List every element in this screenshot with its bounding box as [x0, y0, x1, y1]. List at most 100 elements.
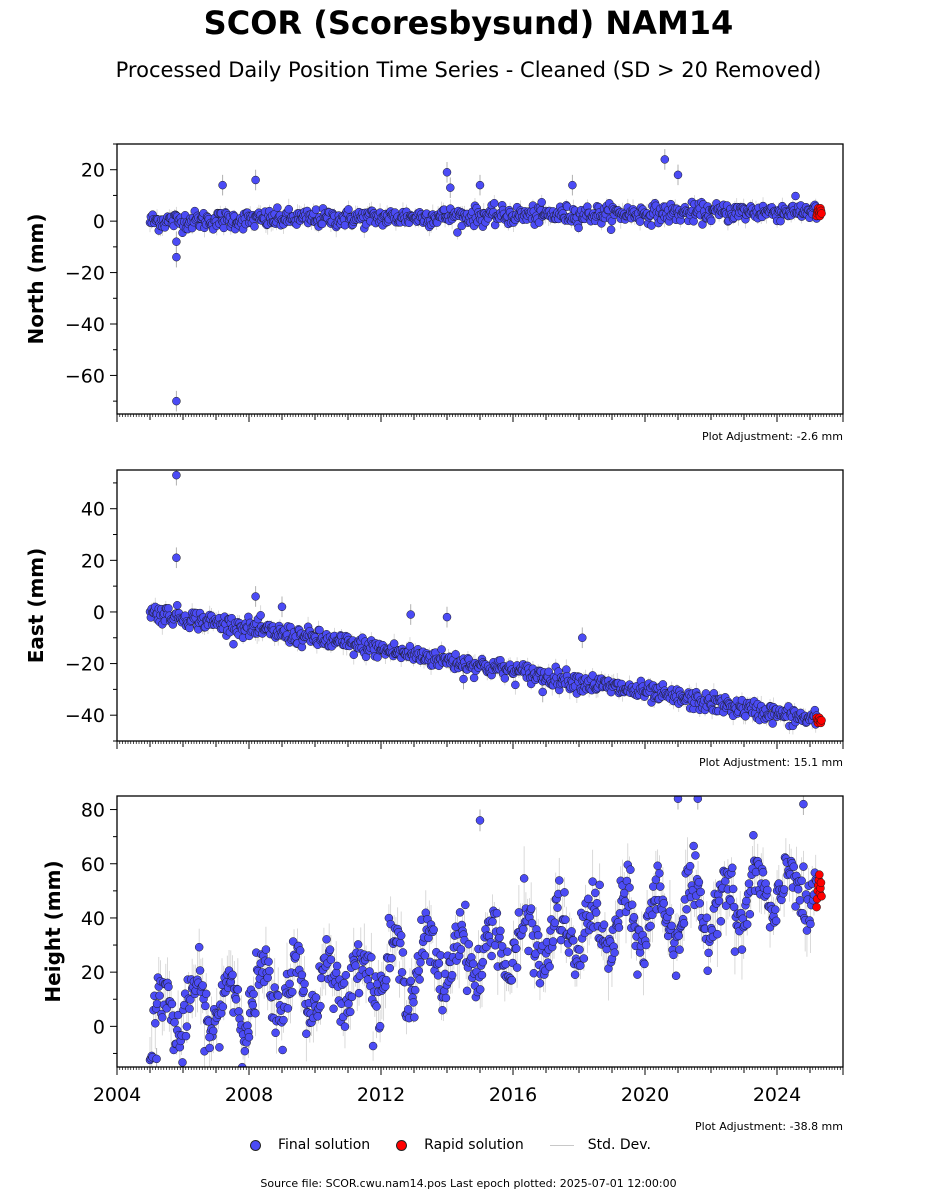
- final-point: [416, 958, 425, 967]
- final-point: [591, 908, 601, 917]
- source-footer: Source file: SCOR.cwu.nam14.pos Last epo…: [260, 1177, 677, 1190]
- y-tick-label: −20: [65, 654, 105, 676]
- final-point: [438, 1005, 447, 1015]
- x-tick-label: 2004: [93, 1084, 141, 1106]
- final-point: [339, 978, 349, 988]
- final-point: [385, 963, 395, 973]
- outlier-point: [205, 1032, 214, 1042]
- final-point: [406, 976, 416, 986]
- final-point: [368, 1041, 378, 1051]
- final-point: [231, 995, 241, 1004]
- legend-final-label: Final solution: [278, 1137, 371, 1153]
- final-point: [251, 1008, 260, 1018]
- final-point: [737, 945, 747, 954]
- final-point: [771, 905, 780, 914]
- final-point: [410, 1013, 419, 1022]
- final-point: [742, 896, 751, 906]
- final-point: [453, 228, 462, 237]
- final-point: [714, 896, 724, 906]
- final-point: [548, 937, 558, 946]
- rapid-point: [817, 892, 826, 901]
- final-point: [584, 894, 593, 904]
- plot-area: [145, 149, 826, 412]
- final-point: [284, 204, 294, 214]
- final-point: [201, 989, 211, 999]
- final-point: [182, 1022, 192, 1031]
- y-axis: 0 20 40 60 80: [81, 800, 117, 1054]
- final-point: [248, 1000, 258, 1010]
- final-point: [497, 942, 507, 951]
- final-point: [555, 876, 564, 885]
- final-point: [553, 903, 562, 912]
- final-point: [456, 945, 466, 954]
- outlier-point: [475, 816, 485, 825]
- legend-stddev: Std. Dev.: [549, 1137, 651, 1153]
- final-point: [535, 979, 545, 988]
- final-point: [655, 869, 664, 878]
- final-point: [170, 1018, 179, 1027]
- final-point: [689, 217, 698, 226]
- final-point: [167, 999, 177, 1009]
- final-point: [511, 944, 521, 953]
- final-point: [345, 1007, 355, 1017]
- final-point: [728, 863, 737, 873]
- final-point: [173, 1010, 183, 1020]
- outlier-point: [218, 180, 227, 190]
- final-points: [145, 470, 821, 731]
- final-point: [194, 942, 204, 952]
- final-point: [396, 931, 406, 940]
- final-point: [420, 951, 430, 960]
- final-point: [653, 861, 662, 871]
- final-point: [791, 902, 800, 911]
- final-point: [151, 1019, 160, 1028]
- final-point: [288, 987, 297, 997]
- final-point: [625, 883, 634, 892]
- outlier-point: [152, 1054, 161, 1064]
- final-point: [403, 1005, 413, 1014]
- rapid-point: [816, 878, 826, 887]
- final-point: [218, 1002, 228, 1011]
- y-tick-label: 40: [81, 499, 105, 521]
- outlier-point: [799, 799, 808, 809]
- final-point: [172, 601, 182, 610]
- final-point: [512, 963, 522, 972]
- final-point: [758, 868, 768, 877]
- final-point: [802, 926, 812, 935]
- final-point: [185, 1004, 194, 1013]
- final-point: [300, 979, 309, 989]
- final-marker-icon: [250, 1139, 261, 1151]
- outlier-point: [673, 796, 683, 803]
- final-point: [588, 877, 597, 886]
- final-point: [574, 223, 583, 233]
- final-point: [648, 910, 657, 920]
- final-point: [527, 918, 537, 928]
- final-point: [447, 970, 457, 980]
- final-point: [793, 884, 803, 894]
- final-point: [325, 945, 335, 954]
- final-point: [271, 1028, 280, 1038]
- rapid-points: [812, 870, 826, 912]
- final-point: [696, 887, 705, 897]
- final-point: [729, 902, 739, 912]
- final-point: [219, 223, 229, 233]
- panel-2: −40 −20 0 20 40 East (mm) Plot Adjustment: 15.…: [24, 469, 844, 769]
- final-point: [311, 993, 321, 1002]
- final-point: [410, 985, 420, 995]
- final-point: [261, 945, 271, 954]
- final-point: [592, 899, 602, 908]
- final-point: [341, 970, 351, 980]
- final-point: [295, 946, 305, 955]
- final-point: [398, 948, 408, 957]
- final-point: [332, 961, 342, 971]
- final-point: [706, 216, 716, 226]
- y-axis-label: East (mm): [24, 548, 48, 664]
- final-point: [195, 966, 205, 975]
- legend-rapid: Rapid solution: [396, 1137, 524, 1153]
- outlier-point: [244, 1032, 254, 1042]
- final-point: [721, 876, 730, 886]
- final-point: [311, 205, 321, 214]
- legend-final: Final solution: [250, 1137, 370, 1153]
- final-point: [679, 919, 689, 928]
- final-point: [273, 991, 283, 1000]
